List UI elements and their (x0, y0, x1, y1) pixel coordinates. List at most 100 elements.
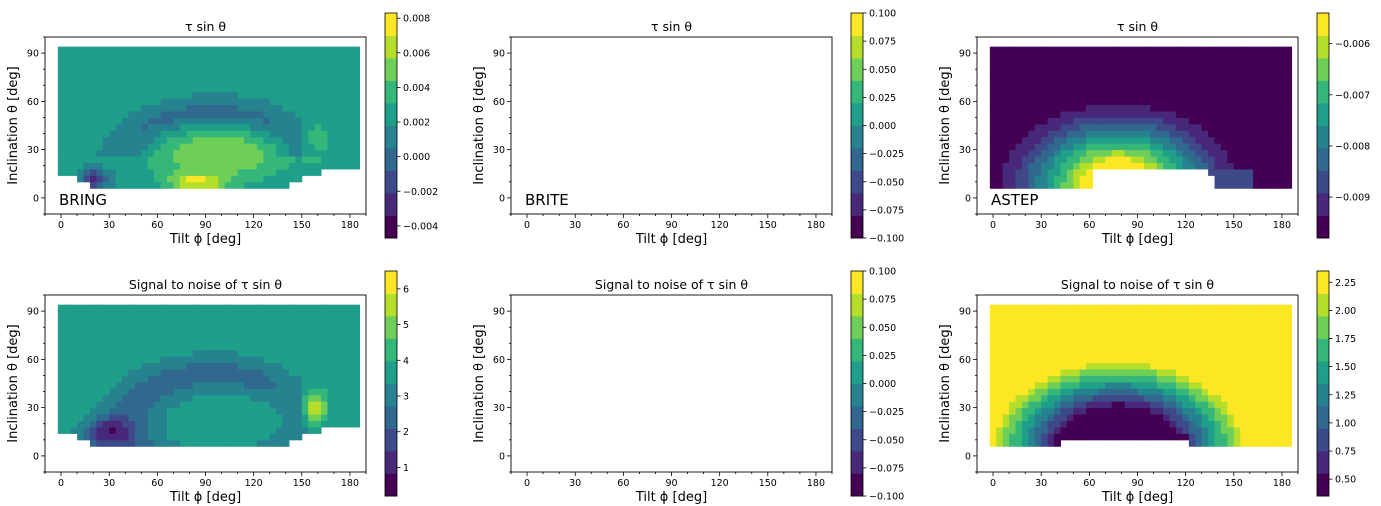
heatmap-cell (256, 175, 264, 183)
heatmap-cell (1182, 162, 1190, 170)
heatmap-cell (1137, 336, 1145, 344)
heatmap-cell (173, 136, 181, 144)
heatmap-cell (109, 85, 117, 93)
heatmap-cell (237, 388, 245, 396)
heatmap-cell (1073, 168, 1081, 176)
heatmap-cell (77, 343, 85, 351)
heatmap-cell (231, 175, 239, 183)
heatmap-cell (1073, 394, 1081, 402)
heatmap-cell (1163, 362, 1171, 370)
heatmap-cell (1041, 369, 1049, 376)
heatmap-cell (1176, 362, 1183, 370)
heatmap-cell (1118, 65, 1126, 73)
heatmap-cell (102, 394, 110, 402)
heatmap-cell (70, 388, 78, 396)
heatmap-cell (1182, 414, 1190, 422)
heatmap-cell (1195, 433, 1203, 441)
heatmap-cell (1015, 381, 1023, 389)
heatmap-cell (1041, 311, 1049, 319)
heatmap-cell (1220, 394, 1228, 402)
heatmap-cell (1098, 123, 1106, 131)
heatmap-cell (1009, 381, 1017, 389)
heatmap-cell (1220, 414, 1228, 422)
heatmap-cell (1201, 98, 1209, 106)
heatmap-cell (1176, 98, 1183, 106)
heatmap-cell (1195, 317, 1203, 325)
heatmap-cell (1124, 362, 1132, 370)
heatmap-cell (1118, 123, 1126, 131)
heatmap-cell (1285, 375, 1293, 383)
heatmap-cell (154, 104, 162, 112)
heatmap-cell (211, 336, 219, 344)
heatmap-cell (1156, 72, 1164, 80)
heatmap-cell (1009, 311, 1017, 319)
heatmap-cell (1118, 330, 1126, 338)
heatmap-cell (205, 349, 213, 357)
heatmap-cell (192, 381, 200, 389)
heatmap-cell (1246, 330, 1254, 338)
x-tick-label: 90 (665, 220, 677, 231)
heatmap-cell (1259, 433, 1267, 441)
heatmap-cell (269, 143, 277, 151)
heatmap-cell (1028, 136, 1036, 144)
heatmap-cell (1272, 111, 1280, 118)
heatmap-cell (141, 381, 149, 389)
heatmap-cell (353, 317, 361, 325)
heatmap-cell (1214, 426, 1222, 434)
heatmap-cell (269, 394, 277, 402)
heatmap-cell (134, 136, 142, 144)
heatmap-cell (1041, 104, 1049, 112)
heatmap-cell (70, 356, 78, 364)
heatmap-cell (1002, 156, 1010, 164)
heatmap-cell (314, 156, 322, 164)
heatmap-cell (1169, 111, 1177, 118)
heatmap-cell (122, 136, 129, 144)
heatmap-cell (1233, 375, 1241, 383)
heatmap-cell (1034, 168, 1042, 176)
heatmap-cell (1034, 72, 1042, 80)
heatmap-cell (102, 85, 110, 93)
heatmap-cell (83, 394, 91, 402)
colorbar-tick-label: 0.006 (403, 48, 430, 59)
heatmap-cell (70, 91, 78, 99)
heatmap-cell (1137, 388, 1145, 396)
heatmap-cell (96, 317, 104, 325)
heatmap-cell (321, 143, 328, 151)
heatmap-cell (237, 59, 245, 67)
heatmap-cell (1098, 362, 1106, 370)
heatmap-cell (288, 343, 296, 351)
heatmap-cell (70, 53, 78, 61)
heatmap-cell (1285, 356, 1293, 364)
heatmap-cell (301, 117, 309, 125)
heatmap-cell (244, 369, 251, 376)
heatmap-cell (321, 104, 328, 112)
heatmap-cell (288, 426, 296, 434)
heatmap-cell (1182, 53, 1190, 61)
heatmap-cell (1156, 407, 1164, 415)
heatmap-cell (102, 407, 110, 415)
heatmap-cell (1150, 381, 1158, 389)
colorbar-tick-label: 2.00 (1335, 306, 1356, 317)
heatmap-cell (327, 394, 335, 402)
heatmap-cell (346, 349, 354, 357)
heatmap-cell (1272, 407, 1280, 415)
heatmap-cell (1143, 401, 1151, 409)
x-tick-label: 120 (245, 220, 263, 231)
heatmap-cell (224, 78, 232, 86)
heatmap-cell (160, 394, 168, 402)
heatmap-cell (1285, 156, 1293, 164)
colorbar-segment (851, 338, 863, 362)
heatmap-cell (1034, 136, 1042, 144)
heatmap-cell (1015, 356, 1023, 364)
heatmap-cell (1086, 375, 1094, 383)
colorbar-segment (851, 316, 863, 339)
heatmap-cell (57, 123, 65, 131)
heatmap-cell (141, 156, 149, 164)
heatmap-cell (199, 130, 206, 138)
y-tick-label: 60 (27, 97, 39, 108)
heatmap-cell (308, 59, 316, 67)
heatmap-cell (166, 117, 174, 125)
colorbar-segment (385, 271, 397, 294)
heatmap-cell (192, 323, 200, 331)
heatmap-cell (1054, 53, 1061, 61)
